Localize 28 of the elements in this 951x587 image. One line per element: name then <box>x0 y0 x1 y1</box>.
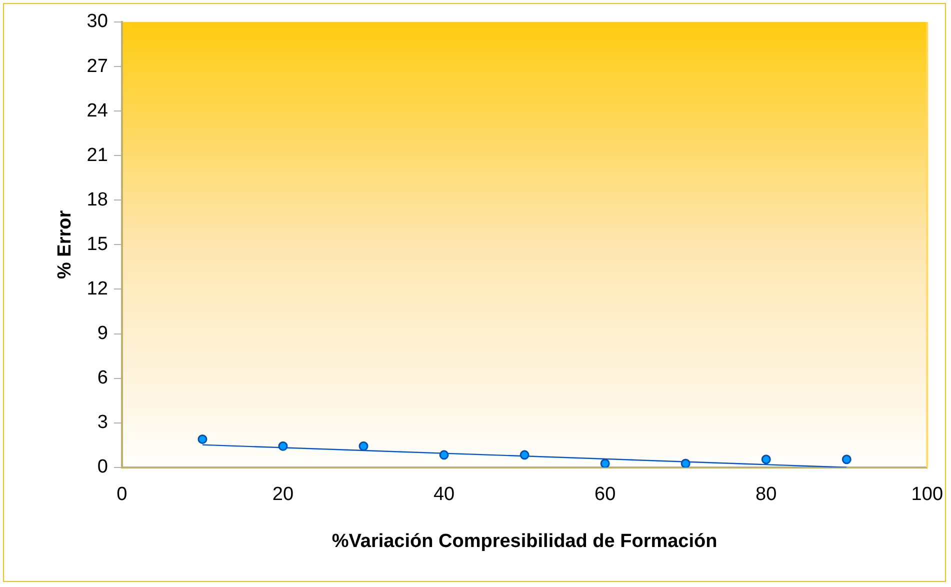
x-axis-title: %Variación Compresibilidad de Formación <box>332 530 718 552</box>
x-tick-label: 40 <box>433 484 455 506</box>
y-tick-label: 18 <box>86 189 108 210</box>
point <box>358 441 368 451</box>
y-tick-label: 0 <box>97 456 108 478</box>
point <box>439 450 449 460</box>
y-tick-label: 27 <box>86 56 108 77</box>
y-tick-label: 21 <box>86 144 108 166</box>
point <box>600 458 610 468</box>
point <box>842 454 852 464</box>
y-tick-label: 24 <box>86 100 108 122</box>
point <box>278 441 288 451</box>
point <box>680 458 690 468</box>
y-tick-label: 12 <box>86 278 108 300</box>
x-tick-label: 0 <box>116 484 128 506</box>
y-tick-label: 6 <box>97 368 108 389</box>
x-tick-label: 60 <box>594 484 616 506</box>
y-tick-label: 3 <box>97 412 108 434</box>
y-tick-label: 30 <box>86 11 108 32</box>
y-tick-label: 15 <box>86 234 108 255</box>
y-tick-label: 9 <box>97 323 108 344</box>
x-tick-label: 100 <box>911 484 943 506</box>
y-axis-title: % Error <box>54 210 76 280</box>
x-tick-label: 20 <box>272 484 294 506</box>
point <box>761 454 771 464</box>
point <box>198 434 208 444</box>
point <box>520 450 530 460</box>
x-tick-label: 80 <box>756 484 777 506</box>
